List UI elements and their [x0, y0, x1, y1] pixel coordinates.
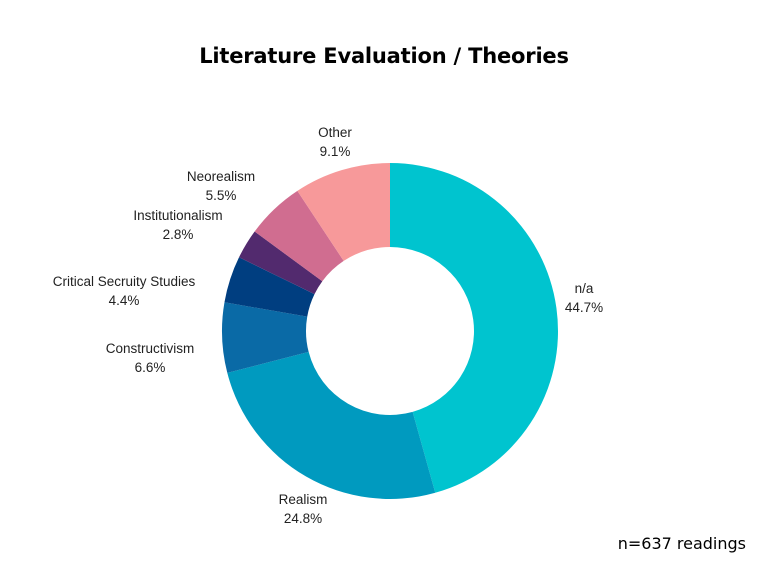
- slice-value-critical-secruity-studies: 4.4%: [109, 293, 140, 308]
- slice-value-neorealism: 5.5%: [206, 188, 237, 203]
- slice-value-constructivism: 6.6%: [135, 360, 166, 375]
- slice-n-a: [390, 163, 559, 493]
- slice-other: [297, 163, 390, 261]
- slice-realism: [227, 351, 436, 500]
- slice-critical-secruity-studies: [224, 257, 315, 317]
- slice-value-institutionalism: 2.8%: [163, 227, 194, 242]
- sample-size-note: n=637 readings: [617, 534, 746, 553]
- slice-label-neorealism: Neorealism: [187, 169, 255, 184]
- slice-label-other: Other: [318, 125, 352, 140]
- slice-value-other: 9.1%: [320, 144, 351, 159]
- slice-label-critical-secruity-studies: Critical Secruity Studies: [53, 274, 196, 289]
- slice-constructivism: [221, 302, 309, 373]
- slices-group: [221, 163, 559, 500]
- slice-label-realism: Realism: [279, 492, 328, 507]
- slice-value-realism: 24.8%: [284, 511, 322, 526]
- labels-group: n/a 44.7% Realism 24.8% Constructivism 6.6% Cr…: [53, 125, 603, 526]
- chart-title: Literature Evaluation / Theories: [199, 44, 569, 68]
- slice-label-n-a: n/a: [575, 281, 594, 296]
- slice-value-n-a: 44.7%: [565, 300, 603, 315]
- slice-label-constructivism: Constructivism: [106, 341, 195, 356]
- slice-neorealism: [254, 190, 344, 282]
- slice-institutionalism: [239, 231, 323, 295]
- slice-label-institutionalism: Institutionalism: [133, 208, 222, 223]
